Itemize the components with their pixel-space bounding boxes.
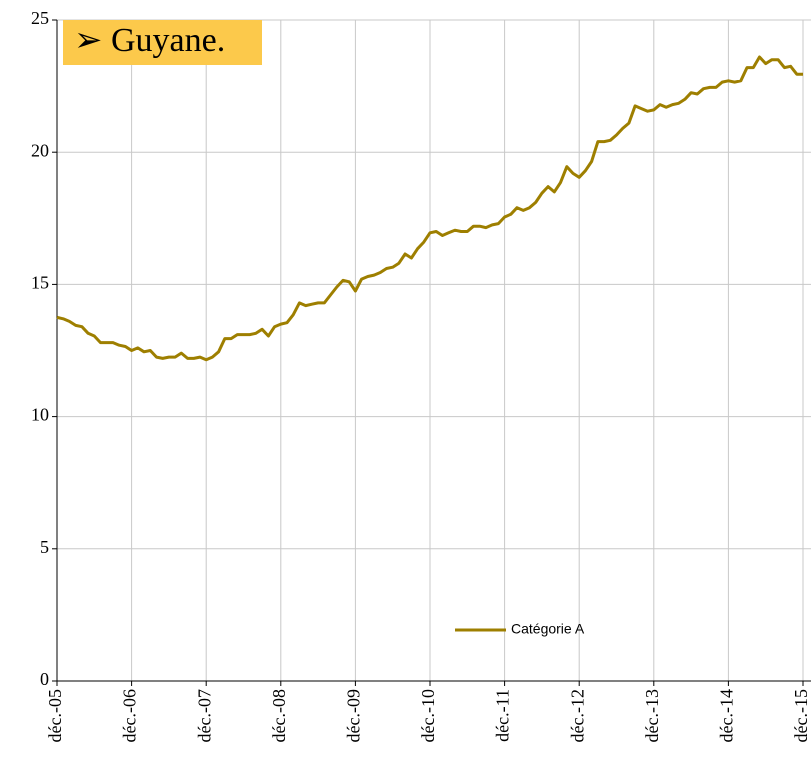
title-box [63,20,262,65]
y-tick-label: 15 [31,273,49,293]
x-tick-label: déc.-12 [567,689,587,742]
y-tick-label: 10 [31,405,49,425]
chart-title: ➢ Guyane. [74,22,225,59]
y-tick-label: 25 [31,8,49,28]
y-tick-label: 20 [31,140,49,160]
x-tick-label: déc.-11 [493,689,513,742]
x-tick-label: déc.-05 [45,689,65,742]
y-tick-label: 0 [40,669,49,689]
x-tick-label: déc.-06 [120,689,140,742]
x-tick-label: déc.-08 [269,689,289,742]
x-tick-label: déc.-15 [791,689,811,742]
x-tick-label: déc.-13 [642,689,662,742]
x-tick-label: déc.-07 [194,689,214,742]
x-tick-label: déc.-14 [717,689,737,742]
x-tick-label: déc.-10 [418,689,438,742]
legend-label: Catégorie A [511,621,585,637]
data-line [56,55,803,362]
y-tick-label: 5 [40,537,49,557]
x-tick-label: déc.-09 [344,689,364,742]
